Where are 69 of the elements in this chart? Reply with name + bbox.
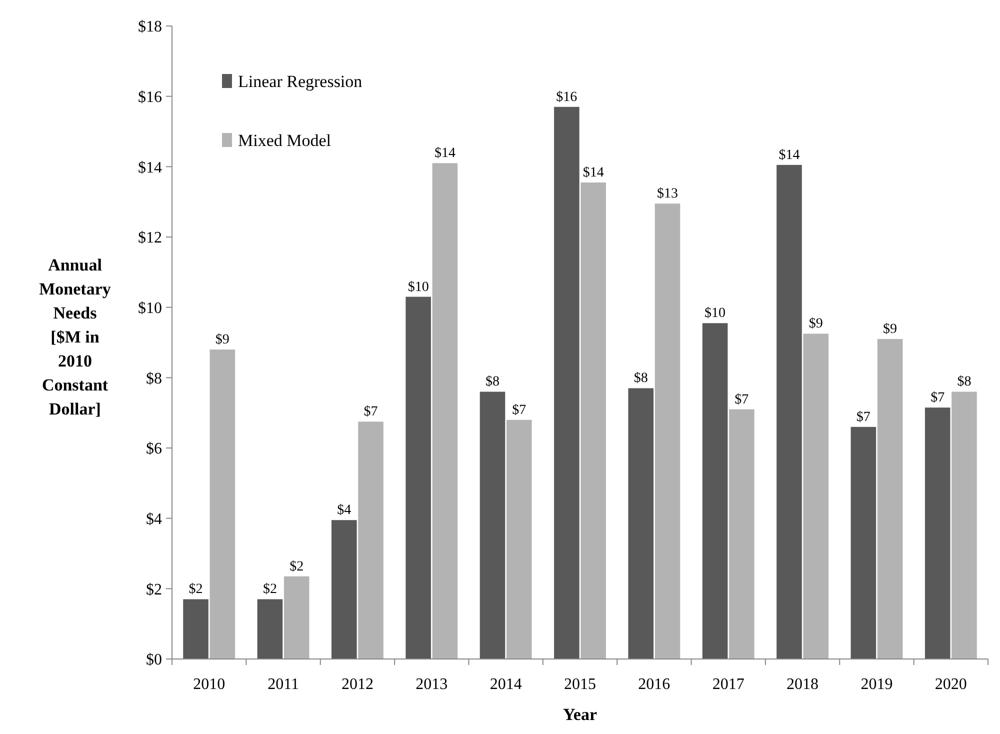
- data-label: $8: [957, 374, 972, 390]
- bar: [210, 350, 236, 659]
- bar: [702, 323, 728, 659]
- x-tick-label: 2012: [341, 676, 374, 693]
- y-tick-label: $6: [146, 440, 162, 458]
- bar: [850, 426, 876, 659]
- data-label: $10: [408, 280, 429, 295]
- data-label: $2: [262, 582, 277, 598]
- data-label: $7: [856, 410, 870, 425]
- bar: [432, 163, 458, 659]
- bar: [480, 392, 506, 659]
- data-label: $8: [486, 374, 500, 390]
- x-tick-label: 2018: [786, 676, 819, 693]
- bar: [580, 182, 606, 659]
- y-tick-label: $2: [146, 581, 162, 598]
- y-tick-label: $8: [146, 370, 162, 388]
- bar: [257, 599, 283, 659]
- y-tick-label: $18: [138, 18, 162, 36]
- legend-label: Linear Regression: [238, 72, 363, 91]
- data-label: $14: [778, 148, 800, 163]
- bar: [506, 420, 532, 659]
- x-tick-label: 2013: [416, 676, 448, 693]
- bar: [554, 106, 580, 659]
- bar: [358, 422, 384, 659]
- legend-label: Mixed Model: [238, 130, 332, 150]
- bar: [284, 576, 310, 659]
- bar: [877, 338, 903, 659]
- data-label: $8: [634, 371, 648, 386]
- data-label: $9: [215, 332, 230, 348]
- data-label: $14: [434, 146, 456, 162]
- bar: [331, 520, 357, 659]
- data-label: $4: [337, 503, 352, 518]
- y-tick-label: $4: [146, 510, 162, 528]
- data-label: $13: [656, 186, 678, 202]
- bar: [803, 334, 829, 659]
- bar: [776, 164, 802, 659]
- y-tick-label: $12: [138, 230, 162, 247]
- data-label: $7: [734, 392, 749, 408]
- bar: [628, 388, 654, 659]
- y-tick-label: $10: [138, 300, 162, 317]
- data-label: $7: [512, 402, 526, 418]
- x-tick-label: 2011: [268, 676, 299, 693]
- x-tick-label: 2019: [860, 676, 893, 693]
- data-label: $10: [704, 306, 726, 322]
- data-label: $9: [883, 322, 898, 337]
- x-tick-label: 2017: [712, 676, 744, 693]
- data-label: $16: [556, 90, 578, 105]
- data-label: $7: [930, 390, 945, 406]
- x-axis-title: Year: [563, 705, 598, 724]
- y-tick-label: $14: [138, 159, 162, 176]
- y-axis-title: Annual Monetary Needs [$M in 2010 Constant Dollar]: [39, 256, 112, 418]
- y-tick-label: $16: [138, 88, 162, 106]
- data-label: $9: [808, 316, 823, 332]
- data-label: $7: [364, 404, 378, 420]
- bar: [729, 409, 754, 659]
- bar: [654, 204, 680, 659]
- x-tick-label: 2015: [564, 676, 596, 693]
- y-tick-label: $0: [146, 652, 162, 669]
- bar: [952, 392, 977, 659]
- x-tick-label: 2016: [638, 676, 670, 693]
- bar: [924, 408, 950, 659]
- bar: [406, 296, 431, 659]
- data-label: $2: [188, 582, 203, 598]
- x-tick-label: 2010: [193, 676, 226, 693]
- data-label: $14: [582, 165, 604, 180]
- x-tick-label: 2020: [934, 676, 967, 693]
- x-tick-label: 2014: [490, 676, 522, 693]
- bar: [183, 599, 208, 659]
- data-label: $2: [290, 559, 304, 574]
